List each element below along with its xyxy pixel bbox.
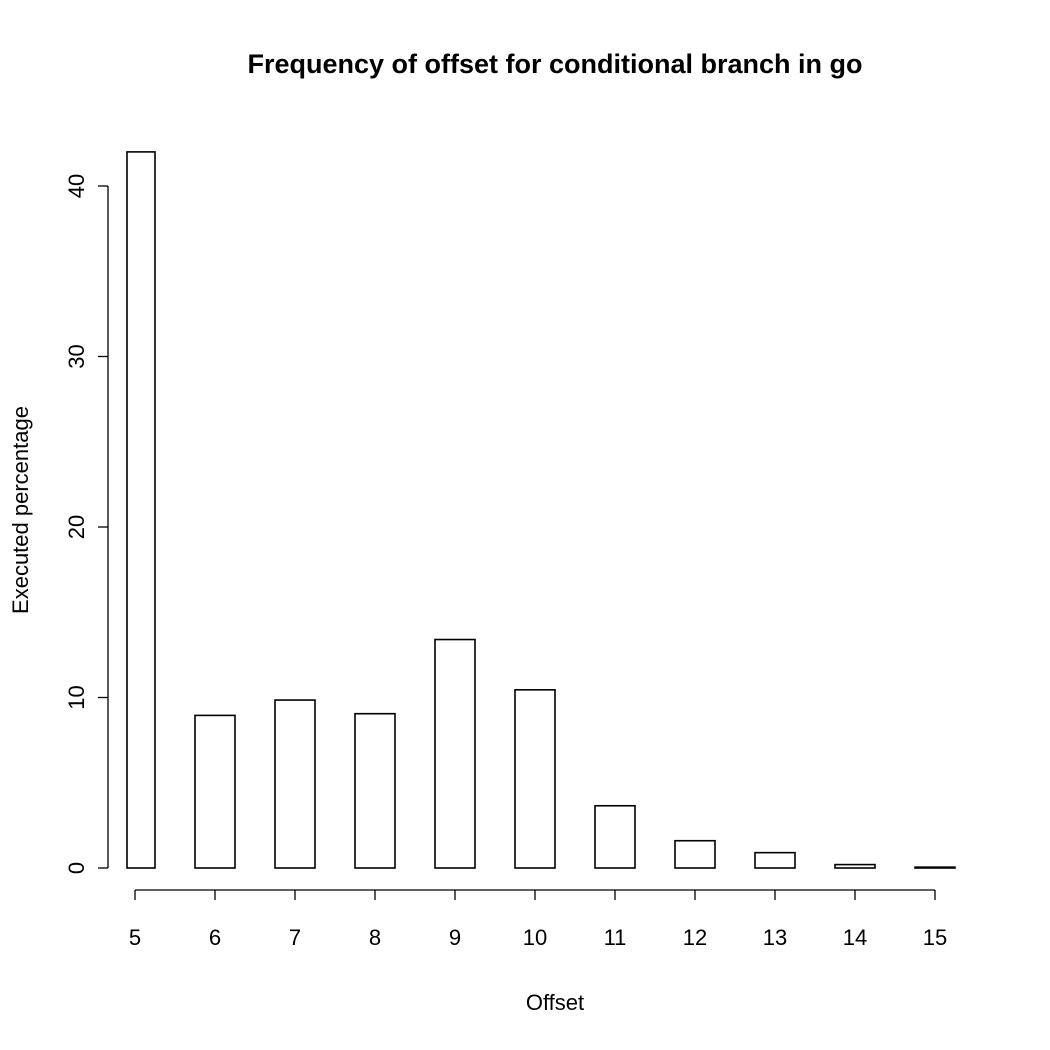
x-tick-label-7: 7 [289,925,301,950]
bar-6 [354,712,396,869]
bar-16 [754,851,796,869]
x-tick-label-14: 14 [843,925,867,950]
x-tick-label-15: 15 [923,925,947,950]
x-tick-label-12: 12 [683,925,707,950]
x-tick-label-8: 8 [369,925,381,950]
bar-18 [834,863,876,869]
y-tick-label-40: 40 [64,174,89,198]
bars-group [126,151,956,869]
bar-4 [274,699,316,869]
x-tick-label-13: 13 [763,925,787,950]
x-tick-label-11: 11 [604,925,627,950]
bar-2 [194,714,236,869]
x-axis: 5 6 7 8 9 10 11 12 13 14 15 [129,889,947,950]
bar-8 [434,638,476,869]
bar-0 [126,151,156,869]
y-tick-label-10: 10 [64,685,89,709]
y-tick-label-30: 30 [64,344,89,368]
bar-12 [594,804,636,869]
x-tick-label-5: 5 [129,925,141,950]
bar-10 [514,689,556,869]
x-tick-label-9: 9 [449,925,461,950]
y-axis: 0 10 20 30 40 [64,174,109,874]
x-tick-label-10: 10 [523,925,547,950]
chart-title: Frequency of offset for conditional bran… [247,49,862,79]
x-tick-label-6: 6 [209,925,221,950]
y-tick-label-20: 20 [64,515,89,539]
bar-14 [674,839,716,869]
bar-20 [914,866,956,869]
x-axis-label: Offset [526,990,584,1015]
y-tick-label-0: 0 [64,862,89,874]
y-axis-label: Executed percentage [8,406,33,614]
